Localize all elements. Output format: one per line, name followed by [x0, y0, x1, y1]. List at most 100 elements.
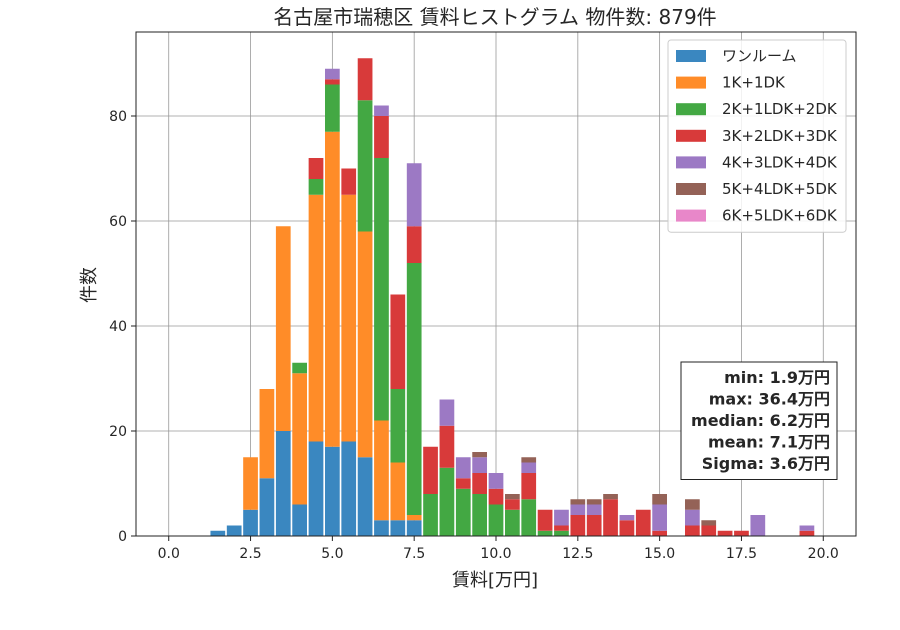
- bar-segment: [210, 530, 226, 536]
- bar-segment: [390, 462, 406, 521]
- legend-swatch: [676, 183, 706, 195]
- bar-segment: [603, 499, 618, 536]
- bar-segment: [308, 158, 324, 179]
- bar-segment: [406, 520, 422, 536]
- legend-label: 2K+1LDK+2DK: [722, 100, 838, 118]
- bar-segment: [799, 525, 815, 531]
- bar-segment: [292, 373, 307, 505]
- bar-segment: [308, 194, 324, 442]
- bar-segment: [521, 462, 537, 473]
- bar-segment: [275, 431, 291, 536]
- bar-segment: [554, 509, 569, 526]
- legend-label: 1K+1DK: [722, 74, 786, 92]
- x-tick-label: 20.0: [808, 546, 839, 562]
- stats-line: min: 1.9万円: [724, 368, 830, 387]
- legend-swatch: [676, 103, 706, 116]
- bar-segment: [341, 168, 357, 195]
- bar-segment: [439, 399, 455, 426]
- bar-segment: [685, 525, 700, 536]
- bar-segment: [325, 68, 340, 80]
- y-tick-label: 80: [109, 109, 127, 125]
- bar-segment: [455, 488, 471, 536]
- bar-segment: [423, 446, 438, 494]
- bar-segment: [537, 509, 553, 531]
- bar-segment: [423, 494, 438, 536]
- bar-segment: [505, 499, 520, 510]
- bar-segment: [325, 84, 340, 132]
- bar-segment: [586, 499, 602, 505]
- bar-segment: [357, 231, 373, 458]
- bar-segment: [570, 499, 586, 505]
- bar-segment: [734, 530, 749, 536]
- legend-swatch: [676, 209, 706, 222]
- y-tick-label: 20: [109, 424, 127, 440]
- bar-segment: [472, 473, 487, 494]
- legend-label: ワンルーム: [722, 47, 797, 65]
- bar-segment: [652, 530, 667, 536]
- bar-segment: [406, 226, 422, 263]
- bar-segment: [488, 473, 504, 489]
- bar-segment: [226, 525, 242, 536]
- legend-label: 3K+2LDK+3DK: [722, 127, 838, 145]
- bar-segment: [243, 457, 258, 510]
- legend-label: 5K+4LDK+5DK: [722, 180, 838, 198]
- x-tick-label: 17.5: [726, 546, 757, 562]
- bar-segment: [455, 457, 471, 479]
- bar-segment: [554, 525, 569, 531]
- y-tick-label: 40: [109, 319, 127, 335]
- bar-segment: [341, 194, 357, 442]
- y-axis-ticks: 0 20 40 60 80: [109, 109, 136, 545]
- bar-segment: [390, 389, 406, 463]
- bar-segment: [439, 467, 455, 536]
- legend-label: 6K+5LDK+6DK: [722, 207, 838, 225]
- bar-segment: [374, 420, 389, 521]
- y-tick-label: 60: [109, 214, 127, 230]
- bar-segment: [472, 457, 487, 473]
- x-tick-label: 7.5: [403, 546, 425, 562]
- bar-segment: [586, 515, 602, 536]
- bar-segment: [685, 499, 700, 510]
- bar-segment: [521, 473, 537, 500]
- histogram-bars: [210, 58, 815, 536]
- stats-box: min: 1.9万円 max: 36.4万円 median: 6.2万円 mean: …: [680, 361, 838, 480]
- bar-segment: [243, 509, 258, 536]
- bar-segment: [275, 226, 291, 431]
- bar-segment: [652, 504, 667, 531]
- bar-segment: [292, 362, 307, 374]
- bar-segment: [488, 504, 504, 536]
- stats-line: mean: 7.1万円: [708, 433, 830, 452]
- bar-segment: [455, 478, 471, 489]
- bar-segment: [439, 425, 455, 468]
- x-tick-label: 5.0: [321, 546, 343, 562]
- bar-segment: [570, 504, 586, 515]
- bar-segment: [259, 478, 275, 536]
- legend-label: 4K+3LDK+4DK: [722, 153, 838, 171]
- bar-segment: [357, 58, 373, 101]
- stats-line: max: 36.4万円: [709, 390, 830, 409]
- bar-segment: [701, 525, 717, 536]
- bar-segment: [521, 457, 537, 463]
- bar-segment: [374, 116, 389, 158]
- bar-segment: [259, 389, 275, 479]
- legend-swatch: [676, 129, 706, 142]
- y-axis-label: 件数: [79, 267, 100, 303]
- bar-segment: [717, 530, 733, 536]
- bar-segment: [390, 520, 406, 536]
- bar-segment: [554, 530, 569, 536]
- x-tick-label: 0.0: [158, 546, 180, 562]
- bar-segment: [799, 530, 815, 536]
- bar-segment: [472, 452, 487, 458]
- bar-segment: [505, 509, 520, 536]
- bar-segment: [292, 504, 307, 536]
- bar-segment: [603, 494, 618, 500]
- x-tick-label: 15.0: [644, 546, 675, 562]
- bar-segment: [635, 509, 651, 536]
- bar-segment: [521, 499, 537, 536]
- bar-segment: [406, 515, 422, 521]
- bar-segment: [472, 494, 487, 536]
- x-axis-label: 賃料[万円]: [452, 570, 538, 591]
- bar-segment: [325, 79, 340, 85]
- stats-line: median: 6.2万円: [691, 411, 830, 430]
- bar-segment: [374, 105, 389, 116]
- x-tick-label: 10.0: [480, 546, 511, 562]
